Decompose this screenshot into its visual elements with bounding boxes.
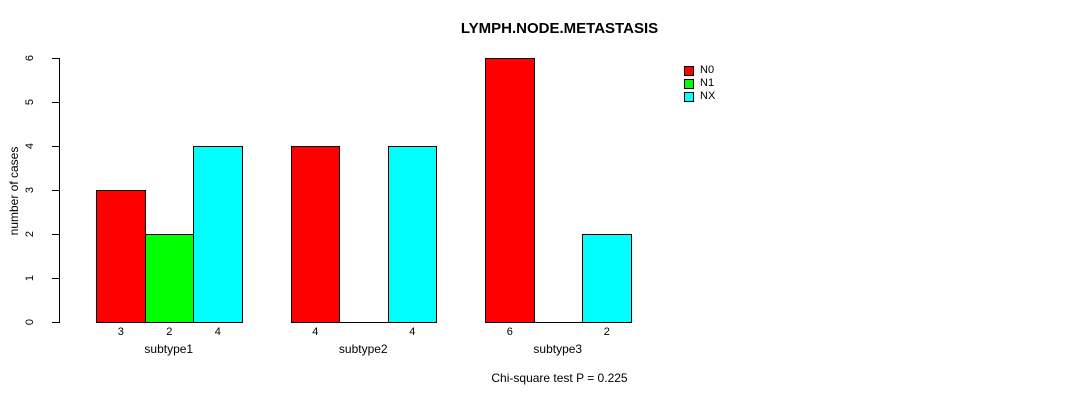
bar-value-label: 4 (312, 326, 319, 338)
bar-N1-subtype1 (144, 234, 194, 323)
legend-swatch-icon (684, 91, 694, 102)
legend-swatch-icon (684, 65, 694, 76)
bar-value-label: 6 (506, 326, 513, 338)
legend-row-N1: N1 (684, 78, 715, 89)
y-tick-label: 6 (24, 54, 36, 62)
bar-value-label: 4 (409, 326, 416, 338)
legend: N0 N1 NX (684, 65, 715, 104)
y-tick-label: 2 (24, 230, 36, 238)
bar-NX-subtype2 (387, 146, 437, 323)
legend-swatch-icon (684, 78, 694, 89)
category-label-subtype2: subtype2 (338, 342, 388, 356)
y-tick (52, 190, 60, 191)
y-tick-label: 1 (24, 274, 36, 282)
bar-NX-subtype3 (582, 234, 632, 323)
y-tick (52, 322, 60, 323)
y-tick (52, 102, 60, 103)
y-tick (52, 146, 60, 147)
legend-label: NX (700, 90, 716, 102)
bar-N0-subtype3 (485, 58, 535, 323)
y-axis-label: number of cases (7, 146, 21, 236)
bar-value-label: 4 (214, 326, 221, 338)
chart-title: LYMPH.NODE.METASTASIS (460, 20, 659, 37)
y-tick-label: 4 (24, 142, 36, 150)
bar-value-label: 2 (603, 326, 610, 338)
category-label-subtype3: subtype3 (533, 342, 583, 356)
y-tick (52, 278, 60, 279)
y-tick-label: 0 (24, 318, 36, 326)
y-tick-label: 5 (24, 98, 36, 106)
bar-N0-subtype2 (290, 146, 340, 323)
bar-N0-subtype1 (96, 190, 146, 323)
bar-value-label: 2 (166, 326, 173, 338)
legend-label: N0 (700, 64, 715, 76)
bar-NX-subtype1 (193, 146, 243, 323)
category-label-subtype1: subtype1 (144, 342, 194, 356)
bar-N1-subtype2-zero (339, 322, 389, 323)
bar-value-label: 3 (117, 326, 124, 338)
y-tick (52, 58, 60, 59)
bar-N1-subtype3-zero (533, 322, 583, 323)
legend-row-N0: N0 (684, 65, 715, 76)
y-tick (52, 234, 60, 235)
annotation-text: Chi-square test P = 0.225 (491, 371, 628, 385)
y-tick-label: 3 (24, 186, 36, 194)
legend-label: N1 (700, 77, 715, 89)
legend-row-NX: NX (684, 91, 715, 102)
